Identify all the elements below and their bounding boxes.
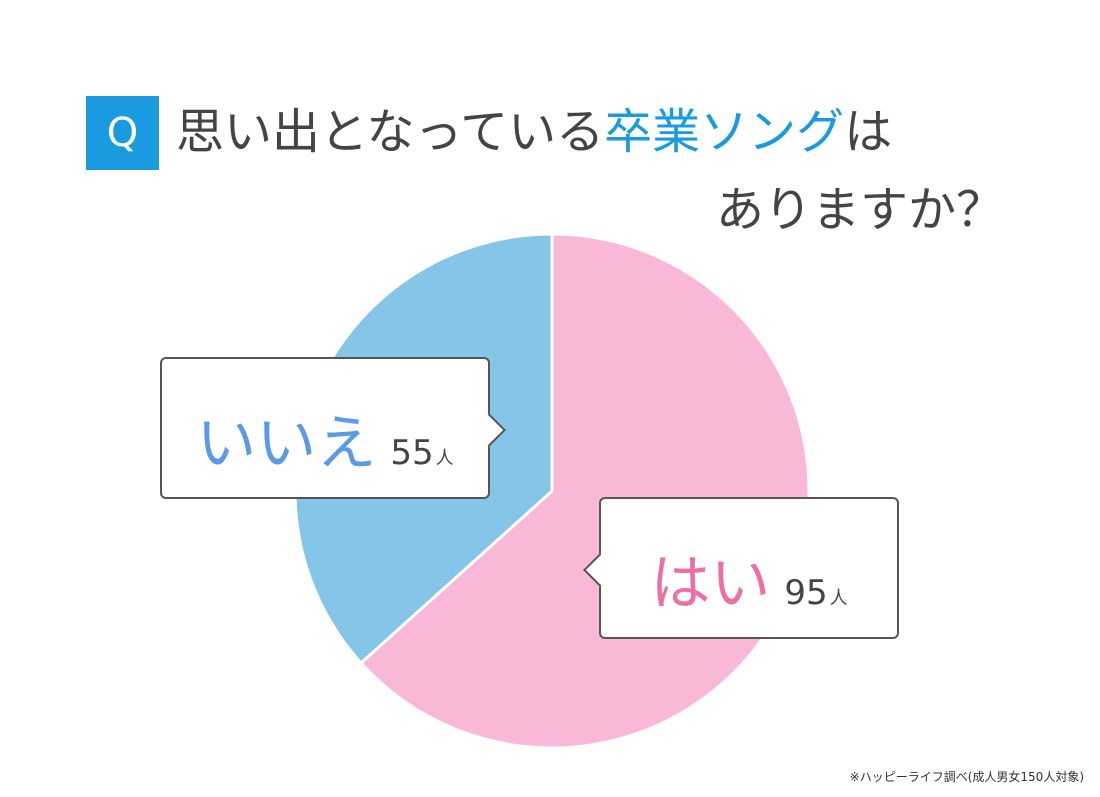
question-title-line-1: 思い出となっている卒業ソングは <box>176 108 892 156</box>
label-yes: はい <box>650 549 771 619</box>
unit-yes: 人 <box>829 588 848 609</box>
unit-no: 人 <box>435 448 454 469</box>
footnote: ※ハッピーライフ調べ(成人男女150人対象) <box>849 770 1084 784</box>
label-no: いいえ <box>196 409 377 479</box>
question-suffix: は <box>844 104 893 160</box>
count-no: 55 <box>390 433 434 473</box>
question-accent: 卒業ソング <box>604 104 845 160</box>
count-yes: 95 <box>784 573 828 613</box>
callout-no: いいえ 55 人 <box>160 357 506 499</box>
question-badge: Q <box>86 96 159 170</box>
question-title-line-2: ありますか？ <box>715 182 1004 238</box>
question-prefix: 思い出となっている <box>176 104 605 160</box>
callout-yes: はい 95 人 <box>583 497 899 639</box>
